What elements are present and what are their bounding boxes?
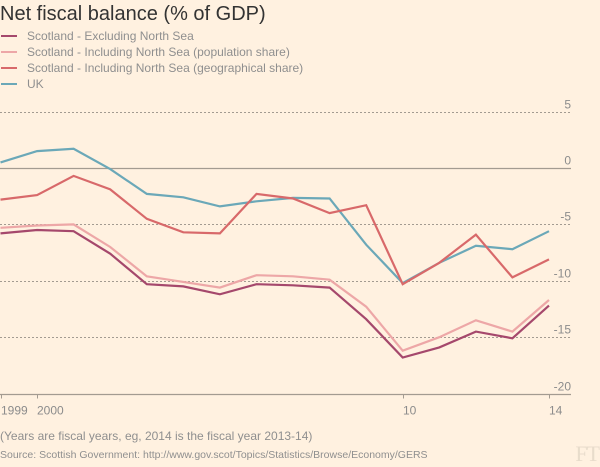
legend-label: Scotland - Including North Sea (geograph… [27, 61, 304, 75]
y-tick-label: -10 [554, 267, 572, 281]
y-tick-label: -20 [554, 380, 572, 394]
x-tick-label: 14 [549, 404, 563, 418]
y-axis-labels: 5 0 -5 -10 -15 -20 [554, 98, 572, 394]
y-tick-label: 0 [564, 154, 571, 168]
source-text: Source: Scottish Government: http://www.… [0, 449, 428, 461]
y-tick-label: -15 [554, 323, 572, 337]
legend-label: Scotland - Including North Sea (populati… [27, 45, 290, 59]
gridlines [0, 112, 571, 338]
series-line-scotland-including-north-sea-population-share [0, 223, 550, 353]
y-tick-label: -5 [560, 210, 571, 224]
legend-item-scotland-population: Scotland - Including North Sea (populati… [0, 44, 303, 60]
chart-note: (Years are fiscal years, eg, 2014 is the… [0, 429, 313, 443]
legend-swatch [1, 67, 17, 69]
legend-swatch [1, 51, 17, 53]
x-axis: 1999 2000 10 14 [0, 393, 571, 418]
legend-label: Scotland - Excluding North Sea [27, 29, 194, 43]
x-tick-label: 10 [403, 404, 417, 418]
legend-item-uk: UK [0, 76, 303, 92]
chart-title: Net fiscal balance (% of GDP) [0, 3, 266, 25]
legend-item-scotland-excluding: Scotland - Excluding North Sea [0, 28, 303, 44]
y-tick-label: 5 [564, 98, 571, 112]
legend-item-scotland-geographical: Scotland - Including North Sea (geograph… [0, 60, 303, 76]
x-tick-label: 2000 [37, 404, 64, 418]
series-line-scotland-including-north-sea-geographical-share [0, 174, 550, 286]
legend-swatch [1, 83, 17, 85]
series-line-uk [0, 147, 550, 285]
legend: Scotland - Excluding North Sea Scotland … [0, 28, 303, 92]
x-tick-label: 1999 [1, 404, 28, 418]
series-line-scotland-excluding-north-sea [0, 228, 550, 359]
series-lines [0, 147, 550, 359]
legend-swatch [1, 35, 17, 37]
legend-label: UK [27, 77, 44, 91]
ft-logo: FT [575, 441, 600, 466]
